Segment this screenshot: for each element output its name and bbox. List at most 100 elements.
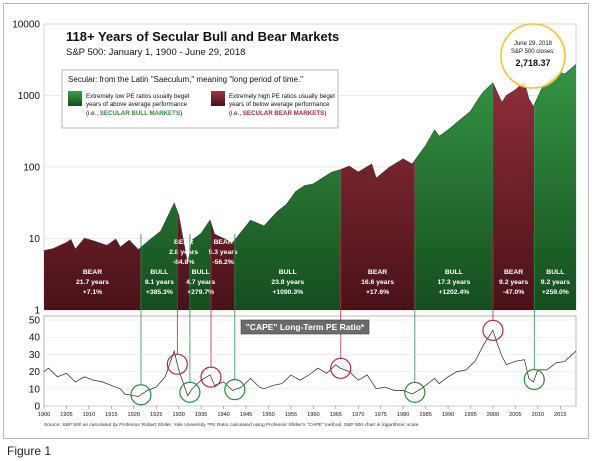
period-label-bear: -47.0% <box>503 289 525 296</box>
cape-x-tick-label: 1905 <box>60 412 72 418</box>
cape-y-tick-label: 40 <box>29 333 41 344</box>
callout-label: S&P 500 closes: <box>511 49 555 55</box>
cape-x-tick-label: 1940 <box>217 412 229 418</box>
price-y-tick-label: 100 <box>23 163 40 174</box>
cape-x-tick-label: 1910 <box>83 412 95 418</box>
cape-x-ticks: 1900 1905 1910 1915 1920 1925 1930 1935 1940 1945… <box>38 406 567 418</box>
period-label-bear: 9.2 years <box>499 279 528 286</box>
period-label-bull: 17.3 years <box>437 279 470 286</box>
pe-high-marker <box>200 366 222 388</box>
period-label-bear: +7.1% <box>83 289 102 296</box>
pe-high-marker <box>482 319 504 341</box>
connector-lines <box>140 234 535 385</box>
cape-x-tick-label: 1900 <box>38 412 50 418</box>
legend-bull-line2: years of above average performance <box>86 101 188 108</box>
period-label-bear: 5.3 years <box>209 249 238 256</box>
period-label-bear: BEAR <box>83 269 102 276</box>
cape-x-tick-label: 1915 <box>105 412 117 418</box>
cape-y-tick-label: 50 <box>29 316 41 327</box>
cape-x-tick-label: 2000 <box>487 412 499 418</box>
period-labels: BEAR 21.7 years +7.1% BULL 8.1 years +385.3% B… <box>76 239 570 296</box>
period-label-bull: BULL <box>192 269 210 276</box>
pe-high-marker <box>330 357 352 379</box>
cape-x-tick-label: 1975 <box>374 412 386 418</box>
cape-x-tick-label: 1985 <box>419 412 431 418</box>
cape-y-tick-label: 20 <box>29 367 41 378</box>
cape-y-ticks: 0 10 20 30 40 50 <box>29 316 41 413</box>
cape-x-tick-label: 2005 <box>509 412 521 418</box>
period-band-bull <box>534 64 576 310</box>
pe-low-marker <box>523 368 545 391</box>
sp500-price-line <box>43 64 577 265</box>
legend: Secular: from the Latin "Saeculum," mean… <box>61 69 339 129</box>
period-label-bull: BULL <box>150 269 168 276</box>
legend-bear-line1: Extremely high PE ratios usually beget <box>229 93 335 100</box>
cape-x-tick-label: 1995 <box>464 412 476 418</box>
pe-low-marker <box>179 381 201 403</box>
pe-low-marker <box>130 384 152 406</box>
extreme-markers <box>130 319 545 406</box>
cape-x-tick-label: 1945 <box>240 412 252 418</box>
legend-bull-line3: (i.e., SECULAR BULL MARKETS) <box>86 110 182 117</box>
cape-x-tick-label: 1950 <box>262 412 274 418</box>
legend-bear-swatch <box>211 91 225 106</box>
chart-subtitle: S&P 500: January 1, 1900 - June 29, 2018 <box>66 47 245 58</box>
period-label-bear: BEAR <box>213 239 232 246</box>
chart-title: 118+ Years of Secular Bull and Bear Mark… <box>66 29 339 44</box>
closing-value-callout: June 29, 2018 S&P 500 closes: 2,718.37 <box>500 23 566 89</box>
cape-title-box: "CAPE" Long-Term PE Ratio* <box>240 319 370 335</box>
period-label-bear: BEAR <box>504 269 523 276</box>
cape-y-tick-label: 0 <box>34 402 40 413</box>
source-note: Source: S&P 500 as calculated by Profess… <box>44 422 420 428</box>
period-label-bear: BEAR <box>174 239 193 246</box>
period-band-bear <box>492 64 535 310</box>
figure-caption: Figure 1 <box>7 444 52 458</box>
cape-x-tick-label: 2015 <box>554 412 566 418</box>
cape-x-tick-label: 1935 <box>195 412 207 418</box>
period-label-bull: 23.8 years <box>271 279 304 286</box>
cape-x-tick-label: 1965 <box>330 412 342 418</box>
price-y-tick-label: 1 <box>34 306 40 317</box>
period-label-bear: -84.8% <box>173 259 195 266</box>
cape-x-tick-label: 1990 <box>442 412 454 418</box>
period-label-bull: 8.1 years <box>145 279 174 286</box>
period-label-bull: BULL <box>445 269 463 276</box>
legend-heading: Secular: from the Latin "Saeculum," mean… <box>68 75 303 84</box>
period-label-bear: +17.6% <box>366 289 389 296</box>
figure-frame: 1 10 100 1000 10000 118+ Years of Secular Bu… <box>3 3 589 439</box>
cape-x-tick-label: 2010 <box>532 412 544 418</box>
period-label-bull: 4.7 years <box>186 279 215 286</box>
period-label-bull: +1202.4% <box>438 289 469 296</box>
price-y-tick-label: 10000 <box>12 20 40 31</box>
period-label-bear: 16.6 years <box>361 279 394 286</box>
pe-low-marker <box>404 381 426 404</box>
callout-date: June 29, 2018 <box>514 41 553 47</box>
price-y-tick-label: 10 <box>29 234 41 245</box>
cape-x-tick-label: 1980 <box>397 412 409 418</box>
period-label-bull: BULL <box>546 269 564 276</box>
period-label-bear: -56.2% <box>212 259 234 266</box>
period-label-bull: +1090.3% <box>272 289 303 296</box>
period-label-bear: BEAR <box>368 269 387 276</box>
cape-x-tick-label: 1960 <box>307 412 319 418</box>
period-label-bear: 2.8 years <box>169 249 198 256</box>
cape-title: "CAPE" Long-Term PE Ratio* <box>246 322 365 332</box>
legend-bull-swatch <box>68 91 82 106</box>
legend-bull-line1: Extremely low PE ratios usually beget <box>86 93 190 100</box>
period-label-bull: 9.2 years <box>541 279 570 286</box>
pe-low-marker <box>224 379 246 401</box>
period-label-bull: +259.0% <box>542 289 569 296</box>
legend-bear-line3: (i.e., SECULAR BEAR MARKETS) <box>229 110 326 117</box>
cape-y-tick-label: 10 <box>29 384 41 395</box>
period-label-bull: BULL <box>279 269 297 276</box>
price-y-ticks: 1 10 100 1000 10000 <box>12 20 40 317</box>
period-label-bear: 21.7 years <box>76 279 109 286</box>
cape-y-tick-label: 30 <box>29 350 41 361</box>
legend-bear-line2: years of below average performance <box>229 101 330 108</box>
cape-x-tick-label: 1955 <box>285 412 297 418</box>
period-label-bull: +279.7% <box>187 289 214 296</box>
callout-value: 2,718.37 <box>515 58 550 68</box>
cape-x-tick-label: 1925 <box>150 412 162 418</box>
cape-x-tick-label: 1920 <box>128 412 140 418</box>
